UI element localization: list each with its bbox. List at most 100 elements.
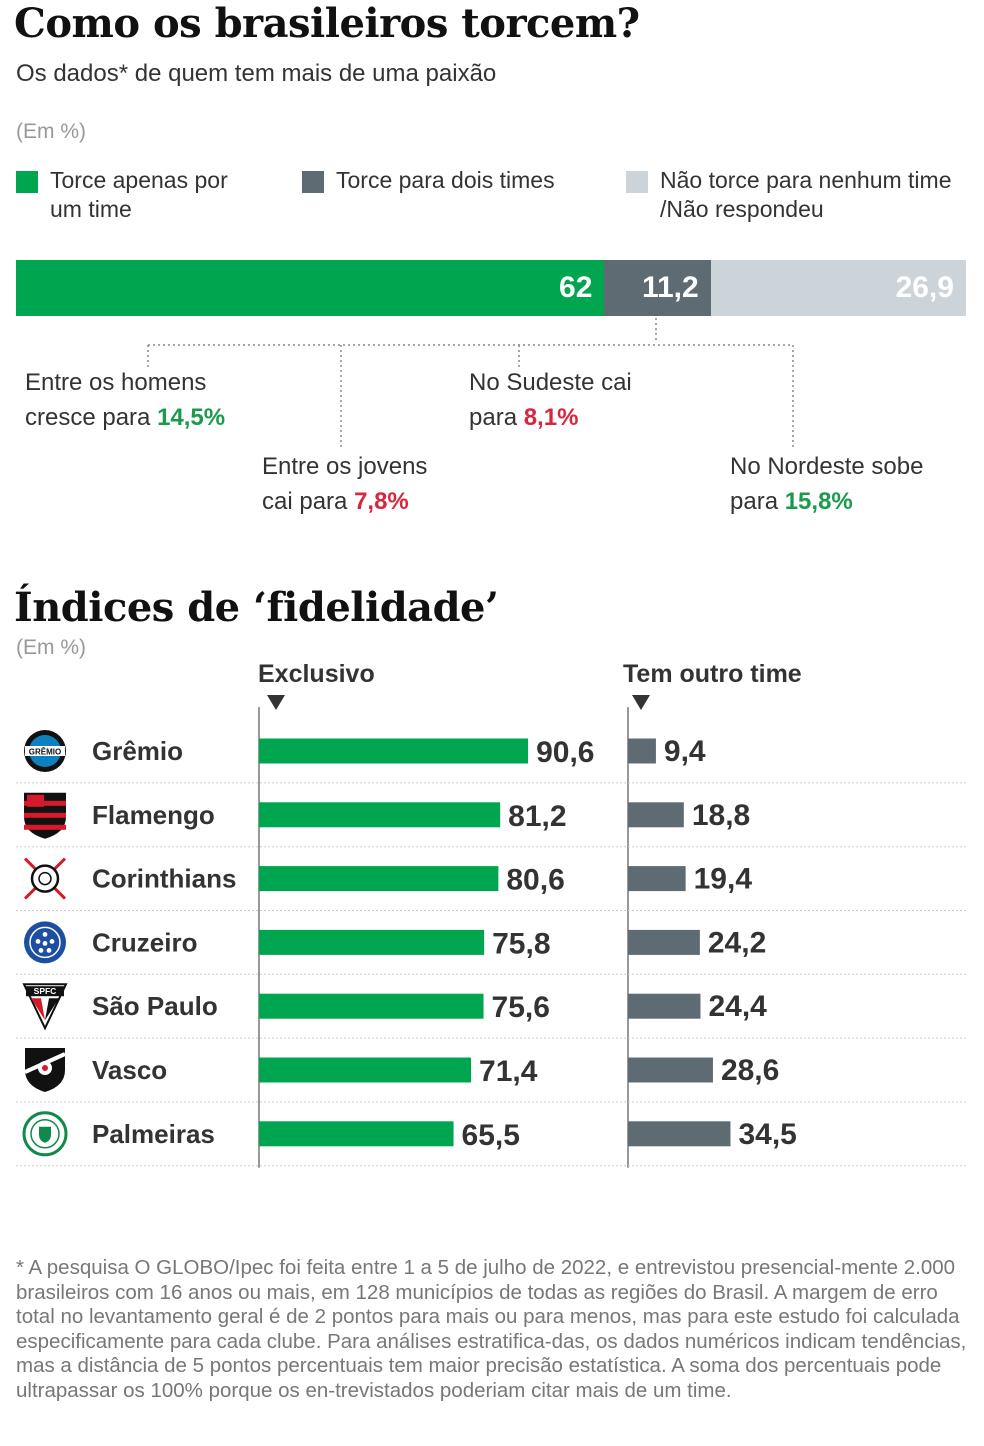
annotation-line: No Nordeste sobe [730, 453, 924, 480]
annotation-prefix: cresce para [25, 404, 158, 431]
bar-label-exclusive: 65,5 [462, 1119, 520, 1152]
club-name: Vasco [92, 1055, 167, 1085]
crest-shield [39, 1126, 51, 1143]
fidelity-chart: GRÊMIO Grêmio 90,6 9,4 Flamengo 81,2 18,8 Corin… [16, 707, 968, 1168]
annotation-men: Entre os homens cresce para 14,5% [25, 365, 225, 435]
crest-star [42, 932, 48, 937]
stacked-bar: 62 11,2 26,9 [16, 260, 966, 316]
annotation-line: No Sudeste cai [469, 369, 632, 396]
segment-no-team: 26,9 [710, 260, 966, 316]
club-name: São Paulo [92, 991, 218, 1021]
bar-label-exclusive: 81,2 [508, 800, 566, 833]
legend-swatch-green [16, 171, 38, 193]
legend-label: Torce apenas por um time [50, 167, 228, 222]
club-name: Grêmio [92, 736, 183, 766]
annotation-prefix: para [469, 404, 524, 431]
down-arrow-icon [632, 695, 650, 710]
crest-star [38, 948, 44, 953]
annotation-youth: Entre os jovens cai para 7,8% [262, 449, 427, 519]
legend-item-two-teams: Torce para dois times [302, 166, 555, 195]
annotation-line: Entre os homens [25, 369, 207, 396]
bar-exclusive [259, 929, 485, 955]
annotation-prefix: cai para [262, 488, 355, 515]
club-name: Corinthians [92, 864, 236, 894]
bar-label-exclusive: 80,6 [506, 864, 564, 897]
column-header-other-team: Tem outro time [623, 660, 802, 688]
section-title-fidelity: Índices de ‘fidelidade’ [14, 584, 499, 631]
bar-other-team [628, 802, 684, 828]
segment-value-label: 62 [559, 271, 593, 304]
bar-exclusive [259, 1057, 472, 1083]
column-header-exclusive: Exclusivo [258, 660, 375, 688]
bar-other-team [628, 1057, 713, 1083]
unit-label: (Em %) [16, 120, 86, 143]
footnote: * A pesquisa O GLOBO/Ipec foi feita entr… [16, 1256, 967, 1402]
legend-item-no-team: Não torce para nenhum time /Não responde… [626, 166, 952, 224]
crest-star [46, 948, 52, 953]
bar-other-team [628, 929, 700, 955]
annotation-line: para 15,8% [730, 484, 923, 519]
bar-label-other-team: 19,4 [694, 863, 753, 896]
legend-label: Não torce para nenhum time /Não responde… [660, 167, 952, 222]
corinthians-crest-icon [30, 864, 60, 893]
crest-stripe [24, 812, 66, 818]
crest-star [49, 939, 55, 944]
corinthians-crest-icon [38, 871, 52, 886]
flamengo-crest-icon [27, 794, 44, 807]
bar-exclusive [259, 1121, 454, 1147]
bar-label-other-team: 24,4 [708, 990, 767, 1023]
segment-two-teams: 11,2 [604, 260, 711, 316]
bar-label-exclusive: 75,6 [492, 991, 550, 1024]
unit-label: (Em %) [16, 636, 86, 659]
crest-stripe [31, 998, 45, 1021]
vasco-crest-icon [42, 1065, 48, 1071]
bar-exclusive [259, 738, 529, 764]
down-arrow-icon [267, 695, 285, 710]
legend-swatch-gray [302, 171, 324, 193]
crest-stripe [24, 800, 66, 806]
page-subtitle: Os dados* de quem tem mais de uma paixão [16, 60, 497, 87]
segment-one-team: 62 [16, 260, 605, 316]
bar-label-other-team: 28,6 [721, 1054, 779, 1087]
annotation-northeast: No Nordeste sobe para 15,8% [730, 449, 923, 519]
annotation-value: 15,8% [784, 488, 853, 515]
sao-paulo-crest-icon [26, 986, 64, 997]
annotation-line: cresce para 14,5% [25, 400, 225, 435]
club-name: Palmeiras [92, 1119, 215, 1149]
annotation-value: 7,8% [354, 488, 409, 515]
annotation-line: cai para 7,8% [262, 484, 427, 519]
crest-text: GRÊMIO [29, 748, 61, 757]
crest-star [42, 941, 48, 946]
annotation-connectors [147, 318, 794, 448]
annotation-line: para 8,1% [469, 400, 632, 435]
bar-label-other-team: 24,2 [708, 926, 766, 959]
annotation-southeast: No Sudeste cai para 8,1% [469, 365, 632, 435]
gremio-crest-icon [25, 746, 65, 756]
bar-other-team [628, 866, 686, 892]
bar-label-other-team: 18,8 [692, 799, 750, 832]
club-name: Flamengo [92, 800, 215, 830]
crest-stripe [24, 824, 66, 830]
bar-label-exclusive: 90,6 [536, 736, 594, 769]
annotation-line: Entre os jovens [262, 453, 428, 480]
legend-label: Torce para dois times [336, 167, 555, 193]
bar-other-team [628, 993, 701, 1019]
legend-item-one-team: Torce apenas por um time [16, 166, 228, 224]
bar-exclusive [259, 866, 499, 892]
bar-other-team [628, 738, 656, 764]
legend-swatch-light [626, 171, 648, 193]
annotation-prefix: para [730, 488, 785, 515]
crest-star [35, 939, 41, 944]
crest-text: SPFC [34, 986, 57, 996]
club-name: Cruzeiro [92, 927, 197, 957]
cruzeiro-crest-icon [29, 926, 61, 959]
bar-exclusive [259, 802, 501, 828]
annotation-value: 14,5% [157, 404, 226, 431]
bar-other-team [628, 1121, 731, 1147]
bar-label-other-team: 34,5 [738, 1118, 796, 1151]
bar-label-other-team: 9,4 [664, 735, 706, 768]
bar-exclusive [259, 993, 484, 1019]
segment-value-label: 26,9 [895, 271, 954, 304]
bar-label-exclusive: 75,8 [492, 927, 550, 960]
crest-stripe [45, 998, 59, 1021]
